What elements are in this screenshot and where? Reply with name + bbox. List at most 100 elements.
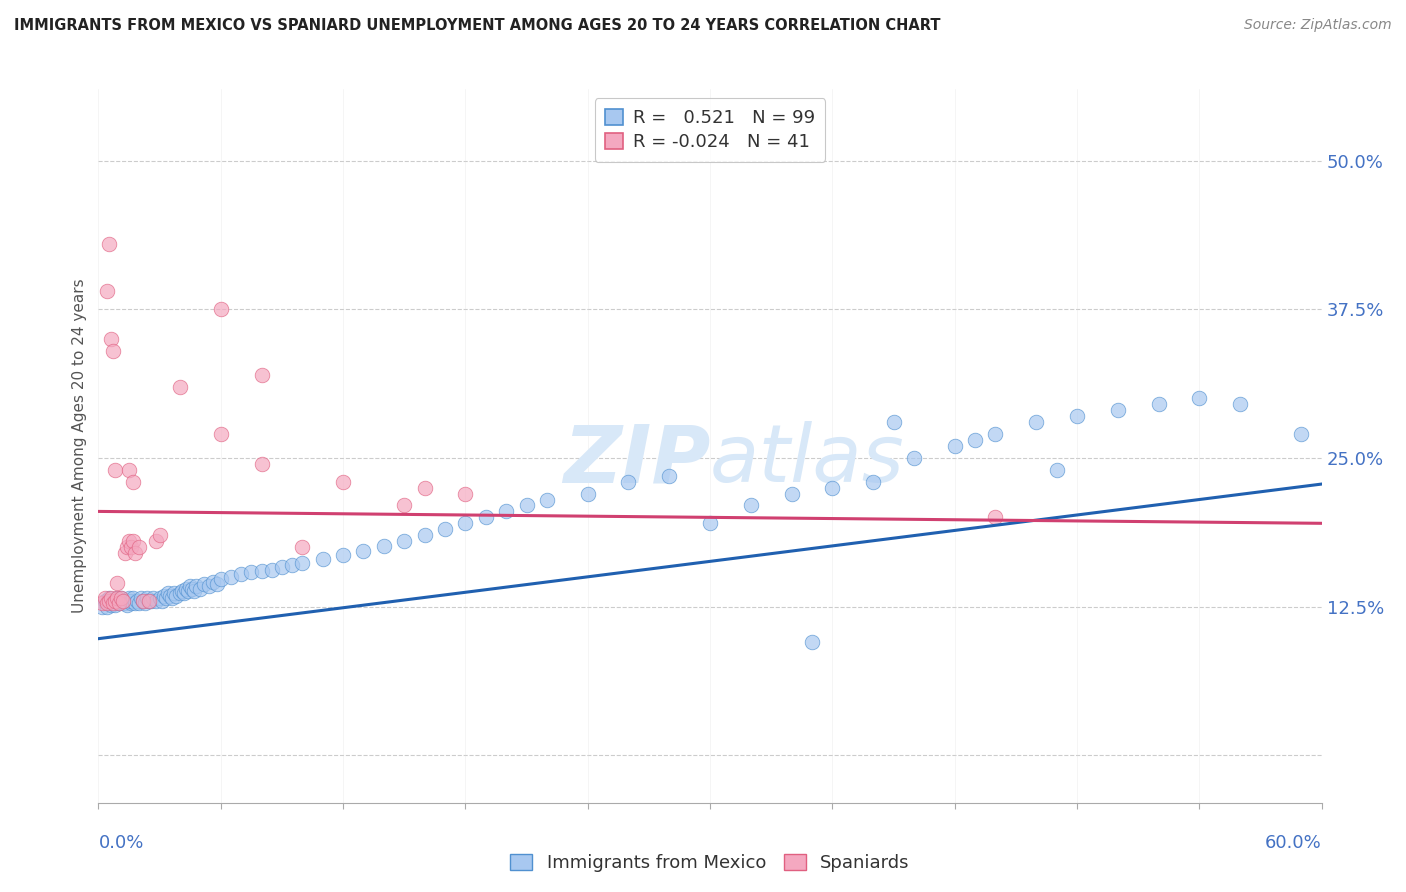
Point — [903, 450, 925, 465]
Point — [129, 591, 152, 606]
Point — [122, 475, 145, 489]
Point — [165, 589, 187, 603]
Point — [142, 591, 165, 606]
Point — [96, 596, 118, 610]
Point — [136, 591, 159, 606]
Legend: Immigrants from Mexico, Spaniards: Immigrants from Mexico, Spaniards — [503, 847, 917, 880]
Point — [270, 560, 294, 574]
Point — [134, 596, 156, 610]
Point — [101, 343, 124, 358]
Point — [169, 586, 191, 600]
Point — [104, 599, 127, 613]
Point — [101, 596, 124, 610]
Point — [149, 528, 172, 542]
Point — [110, 591, 132, 606]
Point — [413, 528, 436, 542]
Point — [862, 475, 884, 489]
Point — [118, 593, 141, 607]
Point — [312, 552, 335, 566]
Point — [883, 415, 905, 429]
Point — [281, 558, 304, 572]
Point — [658, 468, 681, 483]
Point — [128, 596, 150, 610]
Point — [100, 332, 122, 346]
Point — [156, 586, 179, 600]
Point — [111, 596, 134, 610]
Point — [1147, 397, 1170, 411]
Point — [219, 570, 242, 584]
Text: 60.0%: 60.0% — [1265, 834, 1322, 852]
Point — [97, 593, 120, 607]
Point — [163, 586, 186, 600]
Point — [1025, 415, 1047, 429]
Point — [160, 591, 183, 606]
Point — [105, 591, 128, 606]
Point — [205, 577, 228, 591]
Point — [97, 596, 120, 610]
Point — [91, 596, 114, 610]
Point — [183, 584, 205, 599]
Point — [124, 596, 146, 610]
Point — [474, 510, 498, 524]
Point — [138, 593, 160, 607]
Point — [132, 593, 155, 607]
Text: atlas: atlas — [710, 421, 905, 500]
Point — [434, 522, 457, 536]
Point — [170, 584, 193, 599]
Point — [110, 591, 132, 606]
Point — [149, 591, 172, 606]
Point — [114, 593, 136, 607]
Point — [1045, 463, 1069, 477]
Point — [120, 596, 142, 610]
Text: ZIP: ZIP — [562, 421, 710, 500]
Point — [454, 486, 477, 500]
Point — [186, 579, 208, 593]
Point — [97, 591, 120, 606]
Point — [114, 596, 136, 610]
Point — [120, 540, 142, 554]
Point — [108, 596, 131, 610]
Point — [332, 549, 354, 563]
Point — [179, 579, 201, 593]
Point — [155, 591, 177, 606]
Point — [1107, 403, 1129, 417]
Point — [118, 591, 141, 606]
Point — [231, 567, 253, 582]
Point — [984, 427, 1007, 442]
Point — [801, 635, 824, 649]
Point — [114, 546, 136, 560]
Point — [209, 572, 232, 586]
Point — [104, 596, 127, 610]
Point — [516, 499, 538, 513]
Point — [105, 591, 128, 606]
Point — [193, 577, 215, 591]
Point — [132, 593, 155, 607]
Point — [201, 574, 224, 589]
Point — [943, 439, 966, 453]
Point — [93, 593, 115, 607]
Point — [260, 563, 283, 577]
Point — [91, 599, 114, 614]
Point — [122, 534, 145, 549]
Point — [105, 575, 128, 590]
Point — [984, 510, 1007, 524]
Point — [115, 540, 138, 554]
Point — [536, 492, 558, 507]
Point — [97, 236, 120, 251]
Point — [1291, 427, 1313, 442]
Point — [124, 546, 146, 560]
Point — [96, 285, 118, 299]
Point — [209, 302, 232, 317]
Point — [120, 593, 142, 607]
Point — [169, 379, 191, 393]
Point — [454, 516, 477, 531]
Point — [250, 564, 273, 578]
Point — [250, 368, 273, 382]
Point — [209, 427, 232, 442]
Point — [413, 481, 436, 495]
Point — [150, 593, 173, 607]
Point — [576, 486, 599, 500]
Point — [173, 586, 195, 600]
Point — [352, 543, 374, 558]
Point — [108, 596, 131, 610]
